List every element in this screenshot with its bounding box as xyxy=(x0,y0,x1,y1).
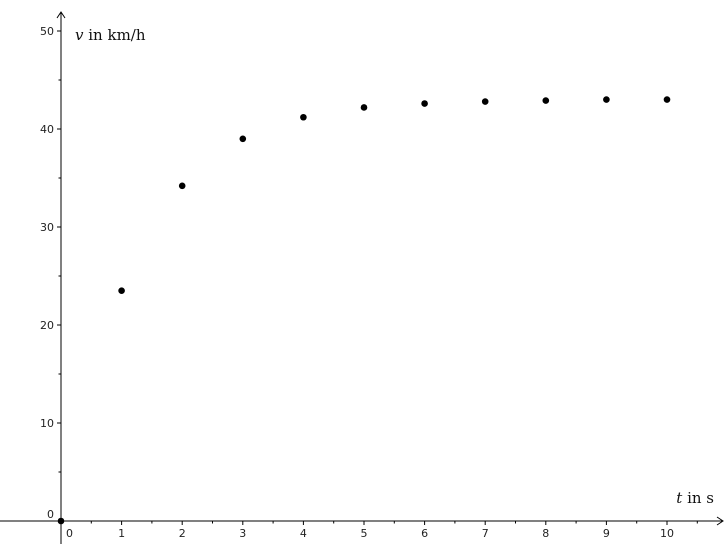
data-point xyxy=(239,135,247,143)
x-axis-arrow xyxy=(716,516,724,526)
ticks: 0 1 2 3 4 5 6 7 8 9 10 0 10 20 30 40 50 xyxy=(40,25,698,540)
data-point xyxy=(57,517,65,525)
data-point xyxy=(178,182,186,190)
x-tick-label: 4 xyxy=(300,527,307,540)
y-tick-label: 10 xyxy=(40,417,54,430)
x-tick-label: 0 xyxy=(66,527,73,540)
y-axis-unit: in km/h xyxy=(83,26,145,44)
y-axis-arrow xyxy=(56,11,66,19)
x-tick-label: 6 xyxy=(421,527,428,540)
x-tick-label: 3 xyxy=(239,527,246,540)
data-point xyxy=(663,96,671,103)
y-tick-label: 50 xyxy=(40,25,54,38)
y-tick-label: 40 xyxy=(40,123,54,136)
x-tick-label: 1 xyxy=(118,527,125,540)
y-tick-label: 20 xyxy=(40,319,54,332)
x-tick-label: 7 xyxy=(482,527,489,540)
data-point xyxy=(300,113,307,121)
y-tick-label: 30 xyxy=(40,221,54,234)
x-tick-label: 10 xyxy=(660,527,674,540)
data-point xyxy=(481,98,489,105)
data-point xyxy=(603,96,610,103)
x-tick-label: 5 xyxy=(361,527,368,540)
x-axis-var: t xyxy=(676,489,683,507)
data-point xyxy=(360,104,368,111)
data-points xyxy=(57,96,671,525)
x-tick-label: 2 xyxy=(179,527,186,540)
y-tick-label: 0 xyxy=(47,508,54,521)
data-point xyxy=(542,97,550,104)
x-tick-label: 9 xyxy=(603,527,610,540)
data-point xyxy=(421,100,428,107)
x-axis-unit: in s xyxy=(682,489,714,507)
axis-labels: v in km/h t in s xyxy=(75,26,714,507)
y-axis-var: v xyxy=(75,26,84,44)
y-axis-label: v in km/h xyxy=(75,26,146,44)
x-tick-label: 8 xyxy=(542,527,549,540)
data-point xyxy=(118,287,125,295)
axes xyxy=(0,11,724,544)
x-axis-label: t in s xyxy=(676,489,714,507)
